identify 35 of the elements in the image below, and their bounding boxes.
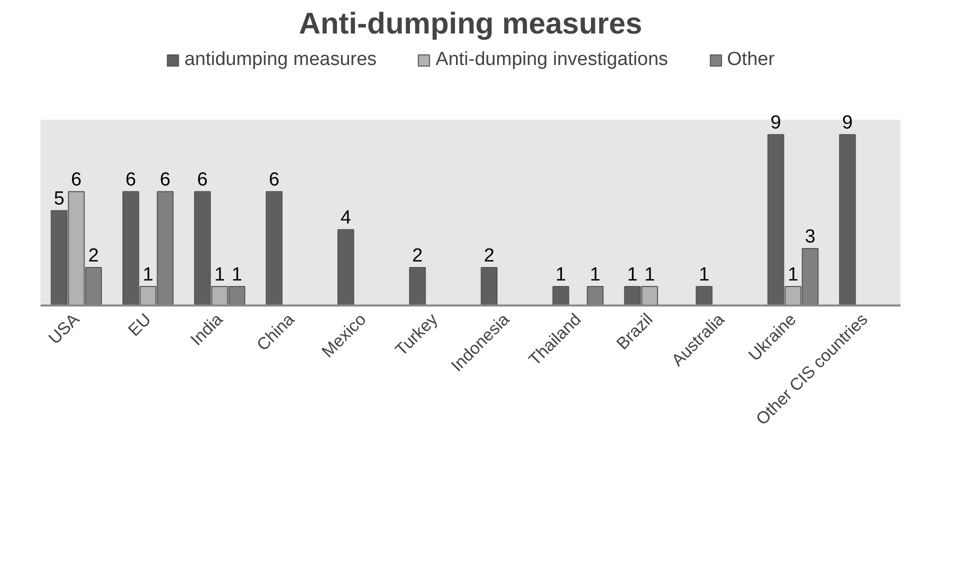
data-label: 6 bbox=[160, 170, 170, 191]
data-label: 2 bbox=[412, 246, 423, 267]
data-label: 5 bbox=[54, 188, 64, 210]
bar bbox=[337, 229, 354, 306]
data-label: 9 bbox=[770, 112, 782, 134]
legend-label: Anti-dumping investigations bbox=[436, 49, 668, 71]
data-label: 1 bbox=[627, 264, 638, 286]
data-label: 2 bbox=[88, 246, 99, 267]
data-label: 6 bbox=[197, 170, 208, 191]
bar bbox=[480, 267, 498, 306]
data-label: 1 bbox=[644, 264, 655, 286]
data-label: 4 bbox=[340, 208, 352, 229]
bar bbox=[839, 134, 856, 306]
bar bbox=[266, 191, 283, 306]
data-label: 6 bbox=[268, 170, 280, 191]
bar bbox=[696, 286, 713, 306]
data-label: 1 bbox=[142, 264, 154, 286]
data-label: 1 bbox=[698, 264, 710, 286]
data-label: 2 bbox=[484, 246, 494, 267]
data-label: 1 bbox=[556, 264, 566, 286]
data-label: 1 bbox=[214, 264, 225, 286]
data-label: 9 bbox=[842, 112, 853, 134]
legend-label: Other bbox=[727, 49, 775, 71]
data-label: 6 bbox=[71, 170, 82, 191]
x-tick-label: USA bbox=[44, 309, 84, 348]
data-label: 1 bbox=[232, 264, 242, 286]
bar bbox=[552, 286, 570, 306]
data-label: 1 bbox=[788, 264, 798, 286]
x-tick-label: EU bbox=[124, 310, 155, 340]
legend-label: antidumping measures bbox=[184, 49, 377, 71]
data-label: 3 bbox=[804, 226, 816, 248]
chart-title: Anti-dumping measures bbox=[298, 8, 642, 40]
data-label: 1 bbox=[590, 264, 600, 286]
bar bbox=[409, 267, 426, 306]
data-label: 6 bbox=[126, 170, 136, 191]
